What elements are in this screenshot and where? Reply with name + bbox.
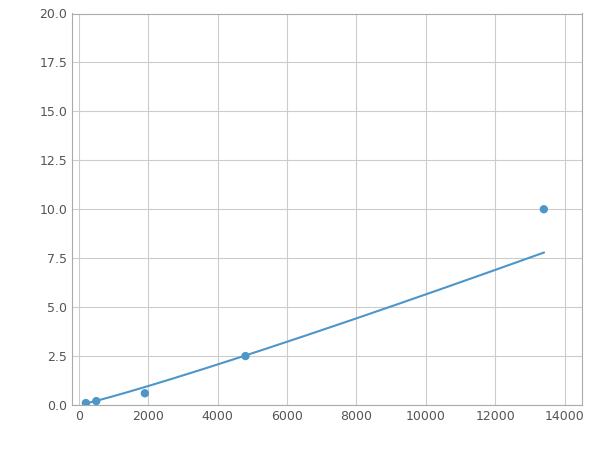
Point [91,397,101,405]
Point [241,352,250,360]
Point [539,206,548,213]
Point [140,390,149,397]
Point [81,400,91,407]
